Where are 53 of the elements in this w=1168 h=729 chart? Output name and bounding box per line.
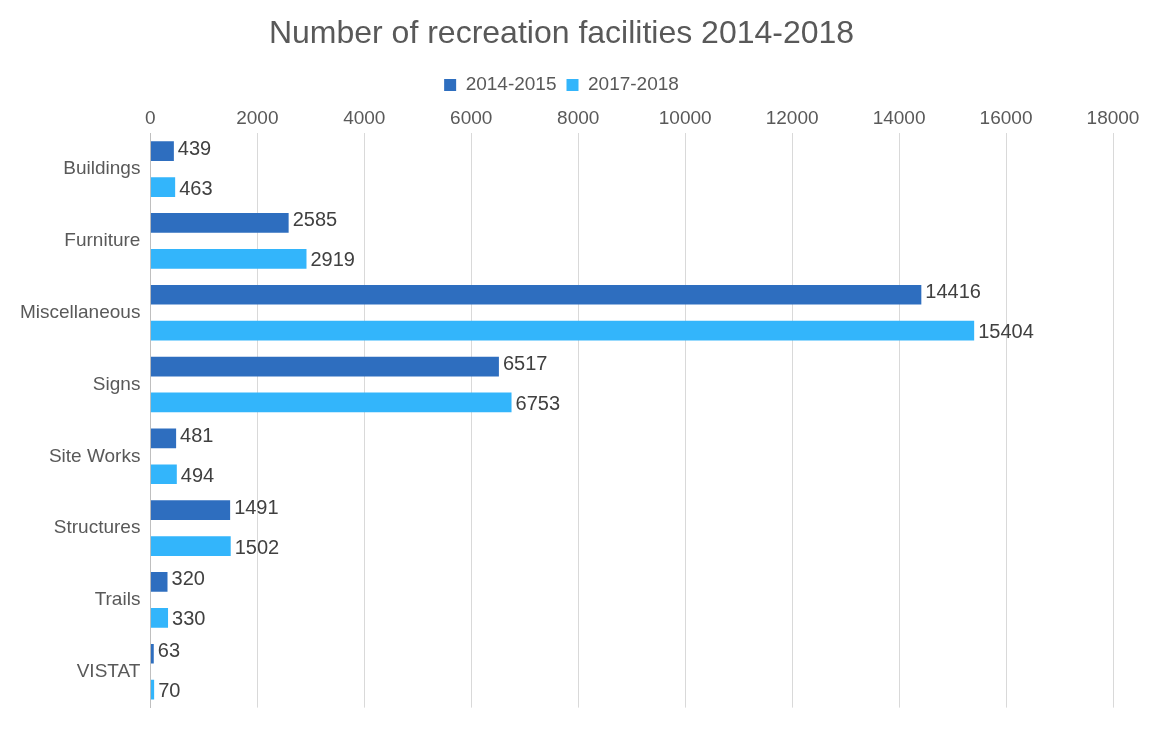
bar [150, 607, 169, 628]
x-tick-label: 12000 [765, 107, 819, 129]
bar [150, 141, 174, 162]
y-tick-label: Buildings [63, 157, 141, 179]
y-tick-label: VISTAT [76, 659, 141, 681]
bar [150, 356, 499, 377]
legend-label: 2017-2018 [588, 73, 679, 95]
bar [150, 392, 512, 413]
data-label: 494 [180, 463, 215, 486]
data-label: 330 [172, 607, 206, 630]
x-tick-label: 18000 [1086, 107, 1140, 129]
bar [150, 428, 177, 449]
data-label: 2585 [292, 208, 338, 231]
bar [150, 213, 289, 233]
data-label: 6517 [502, 352, 548, 375]
data-label: 481 [180, 423, 214, 446]
y-tick-label: Structures [53, 516, 141, 538]
data-label: 1491 [234, 495, 279, 518]
data-label: 6753 [515, 391, 561, 414]
bar [150, 177, 176, 197]
bar [150, 320, 975, 341]
data-label: 14416 [925, 280, 981, 303]
bar [150, 284, 922, 305]
x-tick-label: 14000 [872, 107, 926, 129]
data-label: 1502 [234, 535, 280, 558]
bar [150, 248, 307, 269]
bar [150, 536, 231, 556]
bar [150, 572, 168, 592]
data-label: 439 [177, 136, 212, 159]
y-tick-label: Furniture [64, 229, 141, 251]
y-tick-label: Site Works [48, 444, 141, 466]
bar [150, 500, 231, 521]
x-tick-label: 16000 [979, 107, 1033, 129]
x-tick-label: 2000 [236, 107, 279, 129]
data-label: 63 [157, 639, 181, 662]
y-tick-label: Miscellaneous [19, 300, 141, 322]
x-tick-label: 8000 [557, 107, 600, 129]
bar [150, 464, 177, 485]
bar [150, 643, 154, 664]
x-tick-label: 6000 [450, 107, 493, 129]
x-tick-label: 10000 [658, 107, 712, 129]
data-label: 2919 [310, 248, 355, 271]
y-tick-label: Signs [92, 372, 141, 394]
data-label: 320 [171, 567, 205, 590]
chart-title: Number of recreation facilities 2014-2018 [268, 14, 855, 51]
x-tick-label: 0 [145, 107, 156, 129]
data-label: 70 [158, 679, 181, 702]
data-label: 15404 [978, 320, 1034, 343]
data-label: 463 [179, 176, 213, 199]
bar [150, 679, 155, 700]
legend-label: 2014-2015 [465, 73, 557, 95]
x-tick-label: 4000 [343, 107, 386, 129]
y-tick-label: Trails [94, 588, 141, 610]
